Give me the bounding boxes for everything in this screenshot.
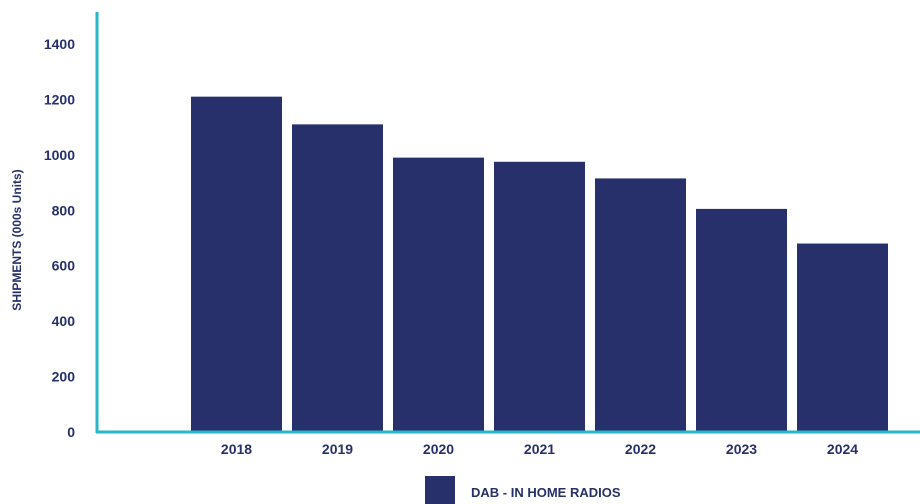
bar-2023 (696, 208, 787, 432)
bar-2020 (393, 157, 484, 432)
x-tick-label: 2022 (625, 441, 656, 457)
y-tick-label: 1000 (44, 147, 75, 163)
x-tick-label: 2021 (524, 441, 555, 457)
legend-label: DAB - IN HOME RADIOS (471, 485, 621, 500)
x-tick-label: 2024 (827, 441, 858, 457)
y-axis-title: SHIPMENTS (000s Units) (10, 169, 24, 310)
bar-2021 (494, 161, 585, 433)
y-axis-title-group: SHIPMENTS (000s Units) (10, 169, 24, 310)
legend: DAB - IN HOME RADIOS (425, 476, 621, 504)
x-tick-label: 2018 (221, 441, 252, 457)
y-tick-label: 1400 (44, 36, 75, 52)
bar-2024 (797, 243, 888, 432)
x-tick-labels: 2018 2019 2020 2021 2022 2023 2024 (221, 441, 858, 457)
x-tick-label: 2023 (726, 441, 757, 457)
bar-2022 (595, 178, 686, 432)
y-tick-label: 1200 (44, 91, 75, 107)
y-tick-label: 0 (67, 424, 75, 440)
bar-2018 (191, 96, 282, 433)
y-tick-label: 200 (52, 369, 76, 385)
x-tick-label: 2019 (322, 441, 353, 457)
x-tick-label: 2020 (423, 441, 454, 457)
y-tick-label: 800 (52, 202, 76, 218)
y-tick-label: 400 (52, 313, 76, 329)
bars (191, 96, 888, 433)
y-tick-labels: 0 200 400 600 800 1000 1200 1400 (44, 36, 75, 440)
y-tick-label: 600 (52, 258, 76, 274)
bar-2019 (292, 124, 383, 432)
legend-swatch (425, 476, 455, 504)
